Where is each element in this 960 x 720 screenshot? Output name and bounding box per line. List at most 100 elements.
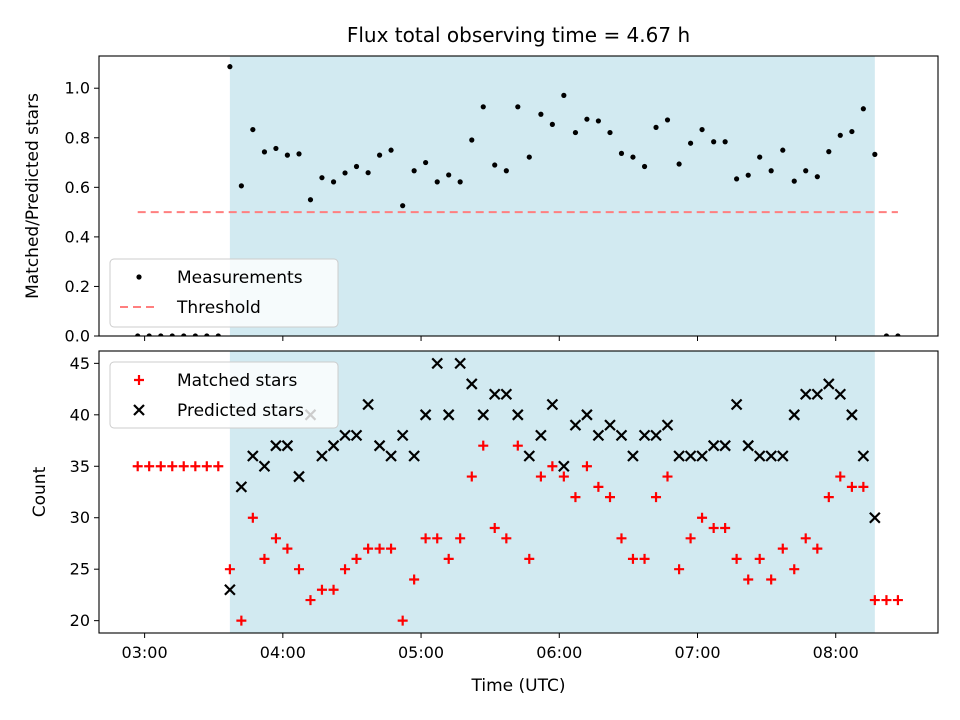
chart-title: Flux total observing time = 4.67 h bbox=[347, 23, 690, 47]
matched-star-point bbox=[812, 543, 823, 554]
matched-star-point bbox=[144, 461, 155, 472]
x-tick-label: 04:00 bbox=[260, 643, 306, 662]
y-tick-label: 25 bbox=[70, 560, 90, 579]
measurement-point bbox=[446, 172, 452, 178]
measurement-point bbox=[376, 152, 383, 158]
y-tick-label: 0.8 bbox=[65, 128, 90, 147]
matched-star-point bbox=[651, 492, 662, 503]
predicted-star-point bbox=[777, 450, 789, 462]
matched-star-point bbox=[132, 461, 143, 472]
legend-measurement-marker bbox=[136, 274, 142, 280]
predicted-star-point bbox=[488, 388, 501, 401]
matched-star-point bbox=[155, 461, 166, 472]
matched-star-point bbox=[558, 471, 569, 482]
measurement-point bbox=[492, 162, 498, 168]
matched-star-point bbox=[443, 553, 454, 564]
axes-frame bbox=[98, 55, 939, 337]
predicted-star-point bbox=[431, 357, 444, 370]
measurement-point bbox=[711, 139, 717, 145]
matched-star-point bbox=[535, 471, 546, 482]
legend: Measurements Threshold bbox=[109, 258, 339, 328]
y-tick-label: 35 bbox=[70, 457, 90, 476]
predicted-star-point bbox=[535, 429, 547, 442]
predicted-star-point bbox=[500, 388, 513, 401]
measurement-point bbox=[791, 178, 797, 184]
predicted-star-point bbox=[834, 388, 847, 401]
predicted-star-point bbox=[799, 388, 812, 401]
legend-label: Threshold bbox=[176, 298, 261, 318]
matched-star-point bbox=[178, 461, 189, 472]
matched-star-point bbox=[708, 523, 719, 534]
measurement-point bbox=[388, 147, 394, 153]
measurement-point bbox=[872, 151, 878, 157]
y-tick-label: 0.6 bbox=[65, 178, 90, 197]
matched-star-point bbox=[224, 564, 235, 575]
measurement-point bbox=[780, 147, 786, 153]
predicted-star-point bbox=[546, 398, 559, 411]
matched-star-point bbox=[685, 533, 696, 544]
measurement-point bbox=[238, 183, 244, 189]
bottom-panel: 20 25 30 35 40 45 03:00 04:00 05:00 06:00 07:00 08:… bbox=[30, 350, 939, 696]
predicted-star-point bbox=[707, 439, 720, 452]
measurement-point bbox=[192, 333, 198, 336]
predicted-star-point bbox=[362, 398, 374, 411]
y-tick-label: 1.0 bbox=[65, 79, 90, 98]
matched-star-point bbox=[259, 553, 270, 564]
measurement-point bbox=[837, 132, 843, 138]
matched-star-point bbox=[167, 461, 178, 472]
matched-star-point bbox=[351, 553, 362, 564]
matched-star-point bbox=[397, 615, 408, 626]
measurement-point bbox=[146, 333, 152, 336]
x-axis-label: Time (UTC) bbox=[471, 676, 566, 696]
predicted-star-point bbox=[419, 409, 432, 421]
legend-matched-marker bbox=[134, 375, 144, 385]
matched-star-point bbox=[374, 543, 385, 554]
measurement-point bbox=[307, 197, 314, 203]
matched-star-point bbox=[846, 481, 857, 492]
measurement-point bbox=[204, 333, 210, 336]
predicted-star-point bbox=[523, 450, 536, 462]
measurement-point bbox=[618, 150, 625, 156]
predicted-star-point bbox=[327, 439, 340, 452]
matched-star-point bbox=[236, 615, 247, 626]
predicted-star-point bbox=[730, 398, 743, 411]
predicted-star-point bbox=[270, 439, 282, 452]
measurement-point bbox=[411, 168, 417, 174]
matched-star-point bbox=[455, 533, 466, 544]
measurement-point bbox=[538, 111, 544, 117]
predicted-star-point bbox=[316, 450, 328, 462]
matched-star-point bbox=[881, 595, 892, 606]
measurement-point bbox=[365, 170, 371, 176]
y-tick-label: 0.0 bbox=[65, 327, 90, 346]
matched-star-point bbox=[674, 564, 685, 575]
measurement-point bbox=[687, 140, 694, 146]
predicted-star-point bbox=[385, 450, 397, 462]
predicted-star-point bbox=[396, 429, 409, 442]
matched-star-point bbox=[892, 595, 903, 606]
matched-star-point bbox=[190, 461, 201, 472]
measurement-point bbox=[273, 145, 279, 152]
matched-star-point bbox=[512, 440, 523, 451]
measurement-point bbox=[549, 121, 555, 127]
y-tick-label: 45 bbox=[70, 354, 90, 373]
predicted-star-point bbox=[869, 511, 881, 524]
matched-star-point bbox=[270, 533, 281, 544]
matched-star-point bbox=[420, 533, 431, 544]
matched-star-point bbox=[789, 564, 800, 575]
bottom-plot-area: 20 25 30 35 40 45 03:00 04:00 05:00 06:00 07:00 08:… bbox=[70, 350, 939, 662]
matched-star-point bbox=[823, 492, 834, 503]
measurement-point bbox=[722, 139, 728, 145]
x-tick-label: 05:00 bbox=[398, 643, 444, 662]
measurement-point bbox=[330, 179, 337, 185]
measurement-point bbox=[319, 175, 325, 181]
matched-star-point bbox=[363, 543, 374, 554]
predicted-star-point bbox=[247, 450, 259, 462]
matched-star-point bbox=[754, 553, 765, 564]
x-tick-label: 03:00 bbox=[122, 643, 168, 662]
predicted-star-point bbox=[454, 357, 466, 370]
matched-star-point bbox=[282, 543, 293, 554]
legend-label: Predicted stars bbox=[177, 401, 304, 421]
matched-star-point bbox=[386, 543, 397, 554]
predicted-star-point bbox=[339, 429, 351, 442]
